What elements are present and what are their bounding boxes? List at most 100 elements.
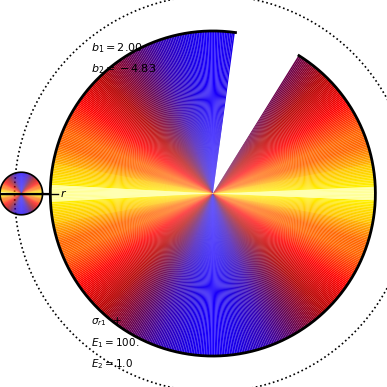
Polygon shape xyxy=(112,194,213,322)
Polygon shape xyxy=(174,194,213,352)
Polygon shape xyxy=(213,87,337,194)
Polygon shape xyxy=(98,194,213,310)
Polygon shape xyxy=(53,194,213,227)
Polygon shape xyxy=(168,194,213,350)
Polygon shape xyxy=(12,194,21,213)
Polygon shape xyxy=(213,194,372,231)
Polygon shape xyxy=(171,36,213,194)
Polygon shape xyxy=(56,150,213,194)
Polygon shape xyxy=(0,194,21,197)
Polygon shape xyxy=(21,189,42,194)
Polygon shape xyxy=(213,123,360,194)
Polygon shape xyxy=(213,194,351,281)
Polygon shape xyxy=(213,194,287,339)
Polygon shape xyxy=(21,192,43,194)
Polygon shape xyxy=(177,194,213,353)
Polygon shape xyxy=(6,178,21,194)
Polygon shape xyxy=(213,194,248,353)
Polygon shape xyxy=(13,174,21,194)
Polygon shape xyxy=(57,194,213,240)
Polygon shape xyxy=(213,190,375,194)
Polygon shape xyxy=(51,194,213,204)
Polygon shape xyxy=(2,185,21,194)
Polygon shape xyxy=(51,175,213,194)
Polygon shape xyxy=(53,160,213,194)
Polygon shape xyxy=(213,194,374,216)
Polygon shape xyxy=(187,194,213,354)
Polygon shape xyxy=(213,67,317,194)
Polygon shape xyxy=(51,194,213,209)
Polygon shape xyxy=(213,194,369,240)
Polygon shape xyxy=(64,126,213,194)
Polygon shape xyxy=(52,194,213,217)
Polygon shape xyxy=(213,194,375,207)
Polygon shape xyxy=(213,194,255,351)
Polygon shape xyxy=(82,194,213,292)
Polygon shape xyxy=(62,194,213,255)
Polygon shape xyxy=(182,34,213,194)
Polygon shape xyxy=(53,161,213,194)
Polygon shape xyxy=(150,194,213,344)
Polygon shape xyxy=(1,186,21,194)
Polygon shape xyxy=(71,112,213,194)
Polygon shape xyxy=(2,194,21,202)
Polygon shape xyxy=(213,194,331,306)
Polygon shape xyxy=(4,194,21,207)
Polygon shape xyxy=(5,180,21,194)
Polygon shape xyxy=(213,194,266,348)
Polygon shape xyxy=(213,194,366,248)
Polygon shape xyxy=(213,194,245,353)
Polygon shape xyxy=(0,190,21,194)
Polygon shape xyxy=(65,124,213,194)
Polygon shape xyxy=(67,120,213,194)
Polygon shape xyxy=(15,194,21,214)
Polygon shape xyxy=(55,151,213,194)
Polygon shape xyxy=(21,194,27,214)
Polygon shape xyxy=(51,173,213,194)
Polygon shape xyxy=(58,194,213,244)
Polygon shape xyxy=(213,109,353,194)
Polygon shape xyxy=(69,117,213,194)
Polygon shape xyxy=(87,90,213,194)
Polygon shape xyxy=(213,194,339,297)
Polygon shape xyxy=(54,158,213,194)
Polygon shape xyxy=(21,193,43,194)
Text: $E_1 = 100.$: $E_1 = 100.$ xyxy=(91,337,139,350)
Polygon shape xyxy=(21,194,42,199)
Polygon shape xyxy=(213,194,257,351)
Polygon shape xyxy=(21,194,31,213)
Polygon shape xyxy=(206,31,213,194)
Polygon shape xyxy=(21,194,41,202)
Polygon shape xyxy=(179,34,213,194)
Polygon shape xyxy=(122,58,213,194)
Polygon shape xyxy=(213,194,223,356)
Polygon shape xyxy=(66,123,213,194)
Polygon shape xyxy=(21,184,41,194)
Polygon shape xyxy=(103,73,213,194)
Polygon shape xyxy=(21,190,43,194)
Polygon shape xyxy=(21,181,39,194)
Polygon shape xyxy=(5,194,21,207)
Polygon shape xyxy=(145,194,213,342)
Polygon shape xyxy=(213,194,294,335)
Polygon shape xyxy=(213,187,375,194)
Polygon shape xyxy=(213,111,354,194)
Polygon shape xyxy=(21,194,42,197)
Polygon shape xyxy=(51,178,213,194)
Polygon shape xyxy=(213,194,350,282)
Polygon shape xyxy=(213,194,330,307)
Polygon shape xyxy=(213,194,372,227)
Polygon shape xyxy=(0,194,21,198)
Polygon shape xyxy=(213,31,226,194)
Polygon shape xyxy=(213,31,225,194)
Polygon shape xyxy=(79,99,213,194)
Polygon shape xyxy=(213,194,253,351)
Polygon shape xyxy=(213,194,274,345)
Polygon shape xyxy=(21,178,37,194)
Polygon shape xyxy=(213,194,354,275)
Polygon shape xyxy=(89,87,213,194)
Polygon shape xyxy=(213,121,359,194)
Polygon shape xyxy=(133,51,213,194)
Polygon shape xyxy=(184,33,213,194)
Polygon shape xyxy=(21,194,22,215)
